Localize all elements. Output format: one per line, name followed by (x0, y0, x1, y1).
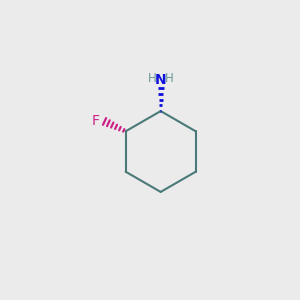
Text: F: F (91, 113, 99, 128)
Text: H: H (165, 71, 174, 85)
Text: N: N (155, 73, 167, 87)
Text: H: H (148, 71, 156, 85)
